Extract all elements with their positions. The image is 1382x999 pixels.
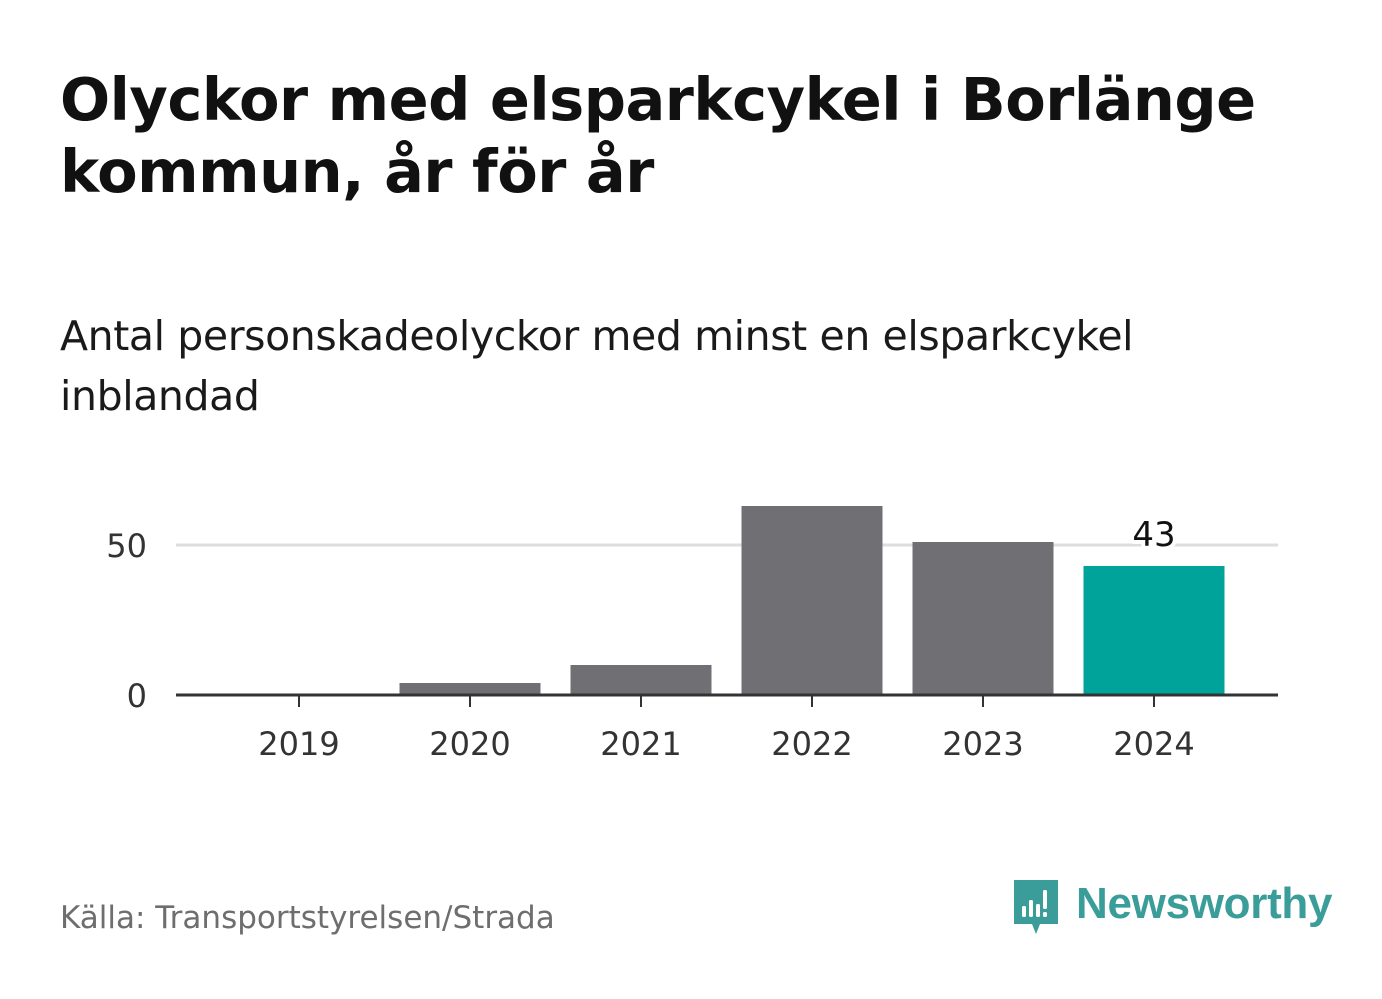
y-tick-label: 50 (106, 527, 147, 565)
bar-2024 (1083, 566, 1225, 695)
x-tick-label: 2020 (429, 725, 510, 763)
chart-title: Olyckor med elsparkcykel i Borlänge komm… (60, 65, 1256, 206)
newsworthy-logo-icon (1014, 880, 1058, 934)
bar-2022 (741, 506, 883, 695)
source-note: Källa: Transportstyrelsen/Strada (60, 900, 555, 936)
bar-2023 (912, 542, 1054, 695)
x-tick-label: 2019 (258, 725, 339, 763)
x-tick-label: 2022 (771, 725, 852, 763)
x-tick-label: 2024 (1113, 725, 1194, 763)
data-label: 43 (1132, 515, 1175, 555)
chart-subtitle: Antal personskadeolyckor med minst en el… (60, 312, 1134, 420)
x-tick-label: 2023 (942, 725, 1023, 763)
x-tick-label: 2021 (600, 725, 681, 763)
bar-2021 (570, 665, 712, 695)
bar-2020 (399, 683, 541, 695)
bar-chart: 43 0 50 2019 2020 2021 2022 2023 2024 (106, 506, 1278, 763)
brand-name: Newsworthy (1076, 879, 1333, 928)
newsworthy-brand: Newsworthy (1010, 876, 1332, 942)
y-tick-label: 0 (127, 677, 147, 715)
